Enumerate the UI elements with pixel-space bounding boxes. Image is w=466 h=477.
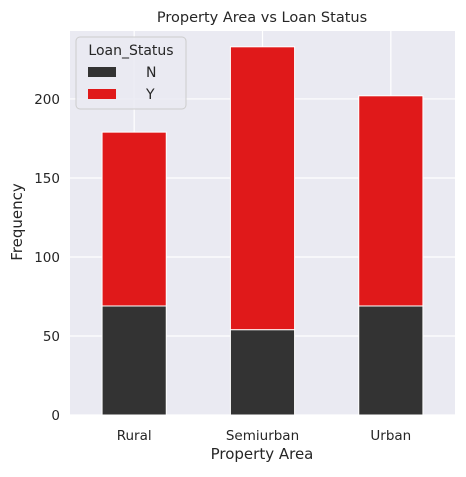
legend-swatch-n [88, 67, 116, 77]
chart-title: Property Area vs Loan Status [157, 10, 367, 26]
bar-y-rural [101, 131, 167, 307]
y-tick-labels: 0 50 100 150 200 [34, 92, 60, 424]
y-tick-label: 200 [34, 92, 60, 108]
bar-n-rural [101, 305, 167, 416]
y-tick-label: 0 [51, 408, 60, 424]
x-tick-labels: Rural Semiurban Urban [117, 428, 412, 444]
legend: Loan_Status N Y [75, 36, 187, 110]
bar-n-semiurban [229, 329, 296, 416]
bar-y-semiurban [229, 46, 296, 331]
bar-y-urban [358, 95, 424, 307]
x-tick-label: Semiurban [226, 428, 299, 444]
x-axis-title: Property Area [211, 445, 314, 463]
legend-label-n: N [146, 65, 156, 81]
x-tick-label: Urban [370, 428, 411, 444]
y-tick-label: 100 [34, 250, 60, 266]
bar-n-urban [358, 305, 424, 416]
bars [101, 46, 424, 416]
legend-swatch-y [88, 89, 116, 99]
x-tick-label: Rural [117, 428, 152, 444]
y-tick-label: 150 [34, 171, 60, 187]
y-axis-title: Frequency [8, 183, 26, 261]
legend-title: Loan_Status [88, 43, 173, 59]
y-tick-label: 50 [43, 329, 60, 345]
legend-label-y: Y [145, 87, 155, 103]
